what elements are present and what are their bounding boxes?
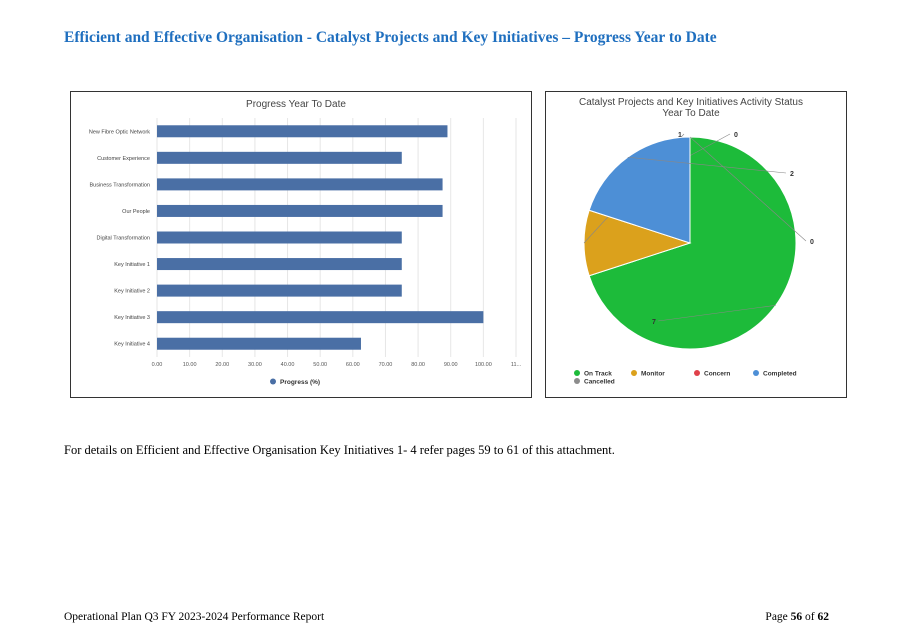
legend-marker [270, 378, 276, 385]
pie-legend-label: On Track [584, 371, 612, 378]
pie-data-label: 0 [810, 239, 814, 246]
category-label: New Fibre Optic Network [89, 129, 150, 135]
pie-legend-marker [753, 370, 759, 376]
bar-chart-svg: Progress Year To Date 0.00 10.00 20.00 30.00… [89, 99, 522, 386]
x-tick-label: 90.00 [444, 362, 458, 368]
pie-legend-marker [574, 378, 580, 384]
progress-bar [157, 178, 443, 191]
details-note: For details on Efficient and Effective O… [64, 443, 615, 457]
category-label: Key Initiative 3 [114, 315, 150, 321]
pie-connector [627, 156, 787, 174]
bar-chart-title: Progress Year To Date [246, 99, 346, 110]
footer-page-number: Page 56 of 62 [765, 611, 829, 623]
x-tick-label: 40.00 [281, 362, 295, 368]
pie-data-label: 0 [734, 132, 738, 139]
progress-bar [157, 284, 402, 297]
pie-legend-label: Completed [763, 371, 797, 378]
progress-bar [157, 204, 443, 217]
pie-legend-marker [574, 370, 580, 376]
x-tick-label: 70.00 [379, 362, 393, 368]
category-label: Digital Transformation [97, 236, 151, 242]
progress-bar [157, 311, 484, 324]
footer-report-title: Operational Plan Q3 FY 2023-2024 Perform… [64, 611, 325, 623]
category-label: Key Initiative 1 [114, 262, 150, 268]
pie-data-label: 7 [652, 319, 656, 326]
x-tick-label: 30.00 [248, 362, 262, 368]
pie-connector [657, 305, 776, 322]
x-tick-label: 20.00 [215, 362, 229, 368]
page-heading: Efficient and Effective Organisation - C… [64, 29, 717, 46]
pie-data-label: 2 [790, 171, 794, 178]
page-of: of [805, 611, 815, 623]
category-label: Key Initiative 4 [114, 342, 150, 348]
category-label: Key Initiative 2 [114, 289, 150, 295]
legend-label: Progress (%) [280, 379, 320, 386]
x-tick-label: 10.00 [183, 362, 197, 368]
progress-bar [157, 337, 361, 350]
activity-status-pie-chart: Catalyst Projects and Key Initiatives Ac… [545, 91, 847, 398]
pie-chart-title: Catalyst Projects and Key Initiatives Ac… [579, 97, 803, 108]
category-label: Our People [122, 209, 150, 215]
category-label: Business Transformation [89, 182, 150, 188]
pie-connector [689, 136, 807, 242]
x-tick-label: 11... [511, 362, 522, 368]
page-total: 62 [817, 611, 830, 623]
progress-bar [157, 125, 448, 138]
pie-legend-label: Concern [704, 371, 730, 378]
pie-legend-label: Cancelled [584, 379, 615, 386]
progress-bar [157, 151, 402, 164]
page-prefix: Page [765, 611, 788, 623]
pie-chart-title: Year To Date [662, 108, 720, 119]
pie-legend-marker [694, 370, 700, 376]
page-current: 56 [790, 611, 803, 623]
progress-bar [157, 258, 402, 271]
progress-bar [157, 231, 402, 244]
x-tick-label: 80.00 [411, 362, 425, 368]
category-label: Customer Experience [97, 156, 150, 162]
pie-legend-marker [631, 370, 637, 376]
pie-legend-label: Monitor [641, 371, 665, 378]
pie-data-label: 1 [678, 132, 682, 139]
progress-bar-chart: Progress Year To Date 0.00 10.00 20.00 30.00… [70, 91, 532, 398]
x-tick-label: 50.00 [313, 362, 327, 368]
pie-chart-svg: Catalyst Projects and Key Initiatives Ac… [574, 97, 814, 386]
x-tick-label: 0.00 [152, 362, 163, 368]
x-tick-label: 100.00 [475, 362, 492, 368]
x-tick-label: 60.00 [346, 362, 360, 368]
